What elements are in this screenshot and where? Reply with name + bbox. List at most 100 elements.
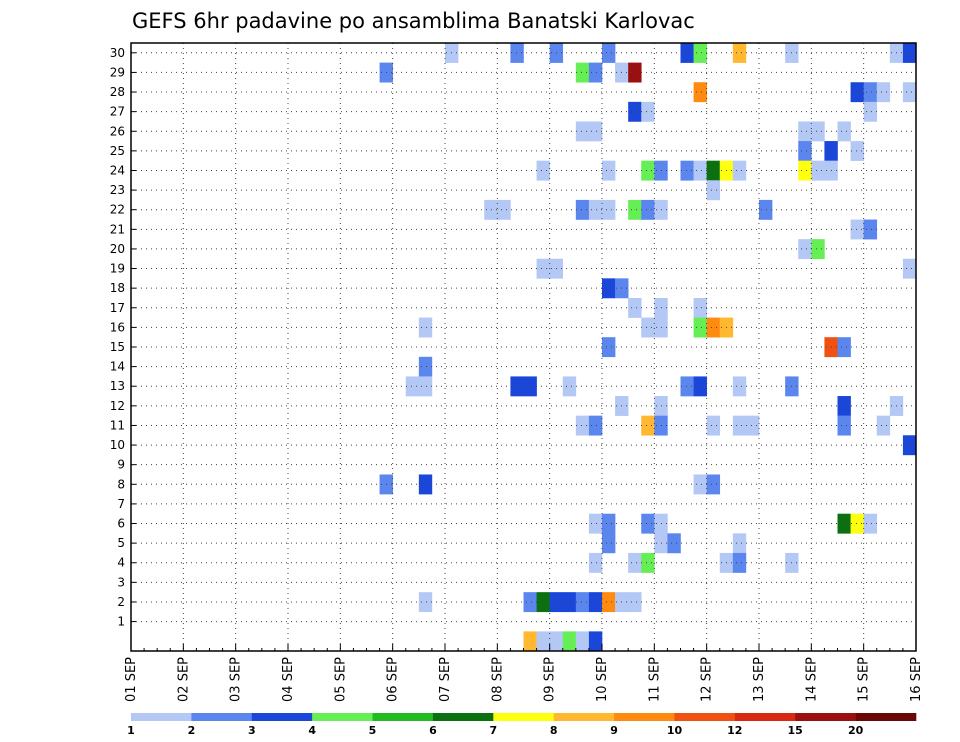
y-tick-label: 3 [117,575,125,589]
heatmap-cell [641,160,655,181]
x-tick-label: 06 SEP [386,657,401,702]
heatmap-cell [837,513,851,534]
y-tick-label: 5 [117,536,125,550]
y-tick-label: 7 [117,497,125,511]
chart-title: GEFS 6hr padavine po ansamblima Banatski… [132,9,695,33]
heatmap-cell [418,356,433,377]
heatmap-cell [863,101,878,122]
colorbar-label: 12 [727,724,742,737]
heatmap-cell [536,160,550,181]
colorbar-swatch [614,713,675,721]
heatmap-cell [588,199,603,220]
heatmap-cell [641,513,655,534]
colorbar-swatch [855,713,917,721]
y-tick-label: 22 [110,203,125,217]
heatmap-cell [575,631,590,652]
x-tick-label: 01 SEP [124,657,139,702]
y-tick-label: 13 [110,379,125,393]
heatmap-cell [588,415,603,436]
heatmap-cell [850,513,864,534]
y-tick-label: 25 [110,144,125,158]
colorbar-label: 8 [550,724,558,737]
heatmap-cell [732,160,747,181]
heatmap-cell [628,552,642,573]
y-tick-label: 14 [110,360,125,374]
colorbar-label: 6 [429,724,437,737]
heatmap-cell [876,82,891,103]
heatmap-cell [693,43,707,63]
heatmap-cell [798,239,812,260]
heatmap-cell [863,513,878,534]
x-tick-label: 14 SEP [804,657,819,702]
y-tick-label: 1 [117,615,125,629]
heatmap-cell [745,415,760,436]
heatmap-cell [575,199,590,220]
heatmap-cell [418,474,433,495]
heatmap-cell [575,592,590,613]
heatmap-cell [641,552,655,573]
heatmap-cell [693,82,707,103]
heatmap-cell [628,101,642,122]
heatmap-cell [602,337,616,358]
heatmap-cell [798,121,812,142]
x-tick-label: 03 SEP [229,657,244,702]
heatmap-cell [602,160,616,181]
y-tick-label: 19 [110,262,125,276]
heatmap-cell [850,219,864,240]
heatmap-cell [837,396,851,416]
colorbar-swatch [312,713,373,721]
colorbar-label: 1 [127,724,135,737]
heatmap-cell [641,199,655,220]
y-tick-label: 15 [110,340,125,354]
y-tick-label: 26 [110,124,125,138]
x-tick-label: 07 SEP [438,657,453,702]
heatmap-cell [588,592,603,613]
colorbar-swatch [131,713,192,721]
heatmap-cell [693,317,707,338]
heatmap-cell [693,474,707,495]
heatmap-cell [706,474,721,495]
colorbar-swatch [191,713,253,721]
heatmap-cell [811,239,825,260]
heatmap-cell [706,160,721,181]
heatmap-cell [876,415,891,436]
heatmap-cell [641,101,655,122]
y-tick-label: 27 [110,105,125,119]
heatmap-cell [588,121,603,142]
heatmap-cell [405,376,420,397]
x-tick-label: 13 SEP [752,657,767,702]
heatmap-cell [693,160,707,181]
heatmap-cell [902,43,917,63]
heatmap-cell [798,141,812,161]
x-tick-label: 15 SEP [857,657,872,702]
y-tick-label: 20 [110,242,125,256]
heatmap-cell [732,376,747,397]
heatmap-cell [902,82,917,103]
heatmap-cell [693,376,707,397]
x-tick-label: 02 SEP [176,657,191,702]
colorbar-label: 5 [369,724,377,737]
heatmap-cell [732,415,747,436]
heatmap-cell [510,43,524,63]
heatmap-cell [602,592,616,613]
heatmap-cell [680,43,694,63]
y-tick-label: 29 [110,65,125,79]
colorbar-swatch [734,713,796,721]
y-tick-label: 11 [110,418,125,432]
heatmap-cell [536,631,550,652]
colorbar-label: 20 [848,724,864,737]
heatmap-cell [562,592,577,613]
heatmap-cell [680,160,694,181]
colorbar-swatch [493,713,554,721]
y-tick-label: 10 [110,438,125,452]
heatmap-cell [575,415,590,436]
heatmap-cell [811,121,825,142]
heatmap-cell [497,199,511,220]
heatmap-cell [628,297,642,318]
x-tick-label: 12 SEP [700,657,715,702]
heatmap-cell [902,435,917,456]
colorbar-label: 10 [667,724,683,737]
y-tick-label: 9 [117,458,125,472]
colorbar-label: 3 [248,724,256,737]
